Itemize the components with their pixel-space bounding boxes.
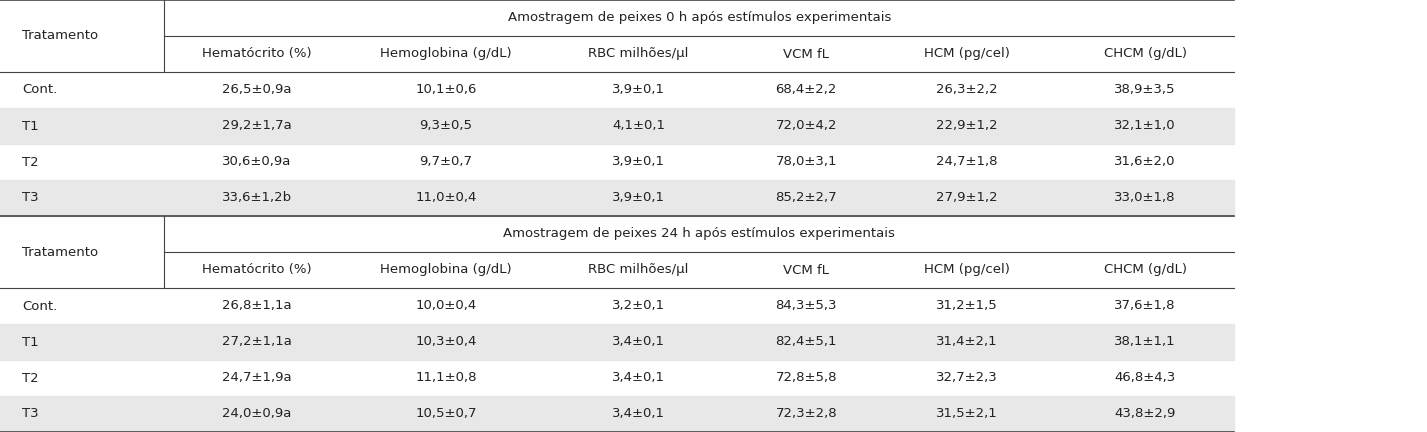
- Text: 24,7±1,8: 24,7±1,8: [936, 156, 997, 168]
- Text: 32,7±2,3: 32,7±2,3: [936, 372, 997, 384]
- Text: Hematócrito (%): Hematócrito (%): [203, 48, 311, 60]
- Text: 84,3±5,3: 84,3±5,3: [775, 299, 838, 312]
- Text: CHCM (g/dL): CHCM (g/dL): [1103, 48, 1187, 60]
- Text: VCM fL: VCM fL: [783, 48, 829, 60]
- Text: 10,1±0,6: 10,1±0,6: [415, 83, 477, 96]
- Text: 31,2±1,5: 31,2±1,5: [936, 299, 997, 312]
- Text: HCM (pg/cel): HCM (pg/cel): [923, 48, 1010, 60]
- Text: 46,8±4,3: 46,8±4,3: [1114, 372, 1176, 384]
- Text: T1: T1: [21, 120, 39, 133]
- Text: 3,9±0,1: 3,9±0,1: [612, 156, 665, 168]
- Text: HCM (pg/cel): HCM (pg/cel): [923, 264, 1010, 276]
- Text: Hemoglobina (g/dL): Hemoglobina (g/dL): [380, 48, 512, 60]
- Text: 9,3±0,5: 9,3±0,5: [420, 120, 472, 133]
- Text: 4,1±0,1: 4,1±0,1: [612, 120, 665, 133]
- Bar: [0, 396, 1234, 432]
- Text: 29,2±1,7a: 29,2±1,7a: [223, 120, 291, 133]
- Text: 38,1±1,1: 38,1±1,1: [1114, 336, 1176, 349]
- Text: 10,3±0,4: 10,3±0,4: [415, 336, 477, 349]
- Text: 72,0±4,2: 72,0±4,2: [775, 120, 838, 133]
- Text: T1: T1: [21, 336, 39, 349]
- Text: 31,5±2,1: 31,5±2,1: [936, 407, 997, 420]
- Text: 30,6±0,9a: 30,6±0,9a: [223, 156, 291, 168]
- Text: Amostragem de peixes 24 h após estímulos experimentais: Amostragem de peixes 24 h após estímulos…: [504, 228, 895, 241]
- Text: Amostragem de peixes 0 h após estímulos experimentais: Amostragem de peixes 0 h após estímulos …: [508, 12, 890, 25]
- Text: 11,1±0,8: 11,1±0,8: [415, 372, 477, 384]
- Text: 33,6±1,2b: 33,6±1,2b: [221, 191, 293, 204]
- Bar: [0, 108, 1234, 144]
- Text: T3: T3: [21, 191, 39, 204]
- Text: 3,4±0,1: 3,4±0,1: [612, 407, 665, 420]
- Bar: [0, 324, 1234, 360]
- Text: Tratamento: Tratamento: [21, 245, 98, 258]
- Text: T2: T2: [21, 156, 39, 168]
- Text: Cont.: Cont.: [21, 83, 57, 96]
- Text: Tratamento: Tratamento: [21, 29, 98, 42]
- Text: 3,9±0,1: 3,9±0,1: [612, 83, 665, 96]
- Text: 11,0±0,4: 11,0±0,4: [415, 191, 477, 204]
- Text: 85,2±2,7: 85,2±2,7: [775, 191, 838, 204]
- Text: 26,8±1,1a: 26,8±1,1a: [223, 299, 291, 312]
- Text: 10,5±0,7: 10,5±0,7: [415, 407, 477, 420]
- Text: 26,3±2,2: 26,3±2,2: [936, 83, 997, 96]
- Text: RBC milhões/µl: RBC milhões/µl: [588, 264, 689, 276]
- Text: RBC milhões/µl: RBC milhões/µl: [588, 48, 689, 60]
- Text: 3,2±0,1: 3,2±0,1: [612, 299, 665, 312]
- Text: Cont.: Cont.: [21, 299, 57, 312]
- Text: VCM fL: VCM fL: [783, 264, 829, 276]
- Text: 37,6±1,8: 37,6±1,8: [1114, 299, 1176, 312]
- Text: CHCM (g/dL): CHCM (g/dL): [1103, 264, 1187, 276]
- Text: T3: T3: [21, 407, 39, 420]
- Text: 10,0±0,4: 10,0±0,4: [415, 299, 477, 312]
- Text: 24,0±0,9a: 24,0±0,9a: [223, 407, 291, 420]
- Text: 82,4±5,1: 82,4±5,1: [775, 336, 838, 349]
- Text: 9,7±0,7: 9,7±0,7: [420, 156, 472, 168]
- Text: 33,0±1,8: 33,0±1,8: [1114, 191, 1176, 204]
- Text: 22,9±1,2: 22,9±1,2: [936, 120, 997, 133]
- Text: 26,5±0,9a: 26,5±0,9a: [223, 83, 291, 96]
- Text: 3,9±0,1: 3,9±0,1: [612, 191, 665, 204]
- Text: 72,8±5,8: 72,8±5,8: [775, 372, 838, 384]
- Text: 38,9±3,5: 38,9±3,5: [1114, 83, 1176, 96]
- Bar: [0, 180, 1234, 216]
- Text: 32,1±1,0: 32,1±1,0: [1114, 120, 1176, 133]
- Text: 68,4±2,2: 68,4±2,2: [775, 83, 838, 96]
- Text: 27,9±1,2: 27,9±1,2: [936, 191, 997, 204]
- Text: 27,2±1,1a: 27,2±1,1a: [223, 336, 291, 349]
- Text: 31,6±2,0: 31,6±2,0: [1114, 156, 1176, 168]
- Text: T2: T2: [21, 372, 39, 384]
- Text: 3,4±0,1: 3,4±0,1: [612, 336, 665, 349]
- Text: Hematócrito (%): Hematócrito (%): [203, 264, 311, 276]
- Text: 43,8±2,9: 43,8±2,9: [1114, 407, 1176, 420]
- Text: 72,3±2,8: 72,3±2,8: [775, 407, 838, 420]
- Text: Hemoglobina (g/dL): Hemoglobina (g/dL): [380, 264, 512, 276]
- Text: 78,0±3,1: 78,0±3,1: [775, 156, 838, 168]
- Text: 24,7±1,9a: 24,7±1,9a: [223, 372, 291, 384]
- Text: 3,4±0,1: 3,4±0,1: [612, 372, 665, 384]
- Text: 31,4±2,1: 31,4±2,1: [936, 336, 997, 349]
